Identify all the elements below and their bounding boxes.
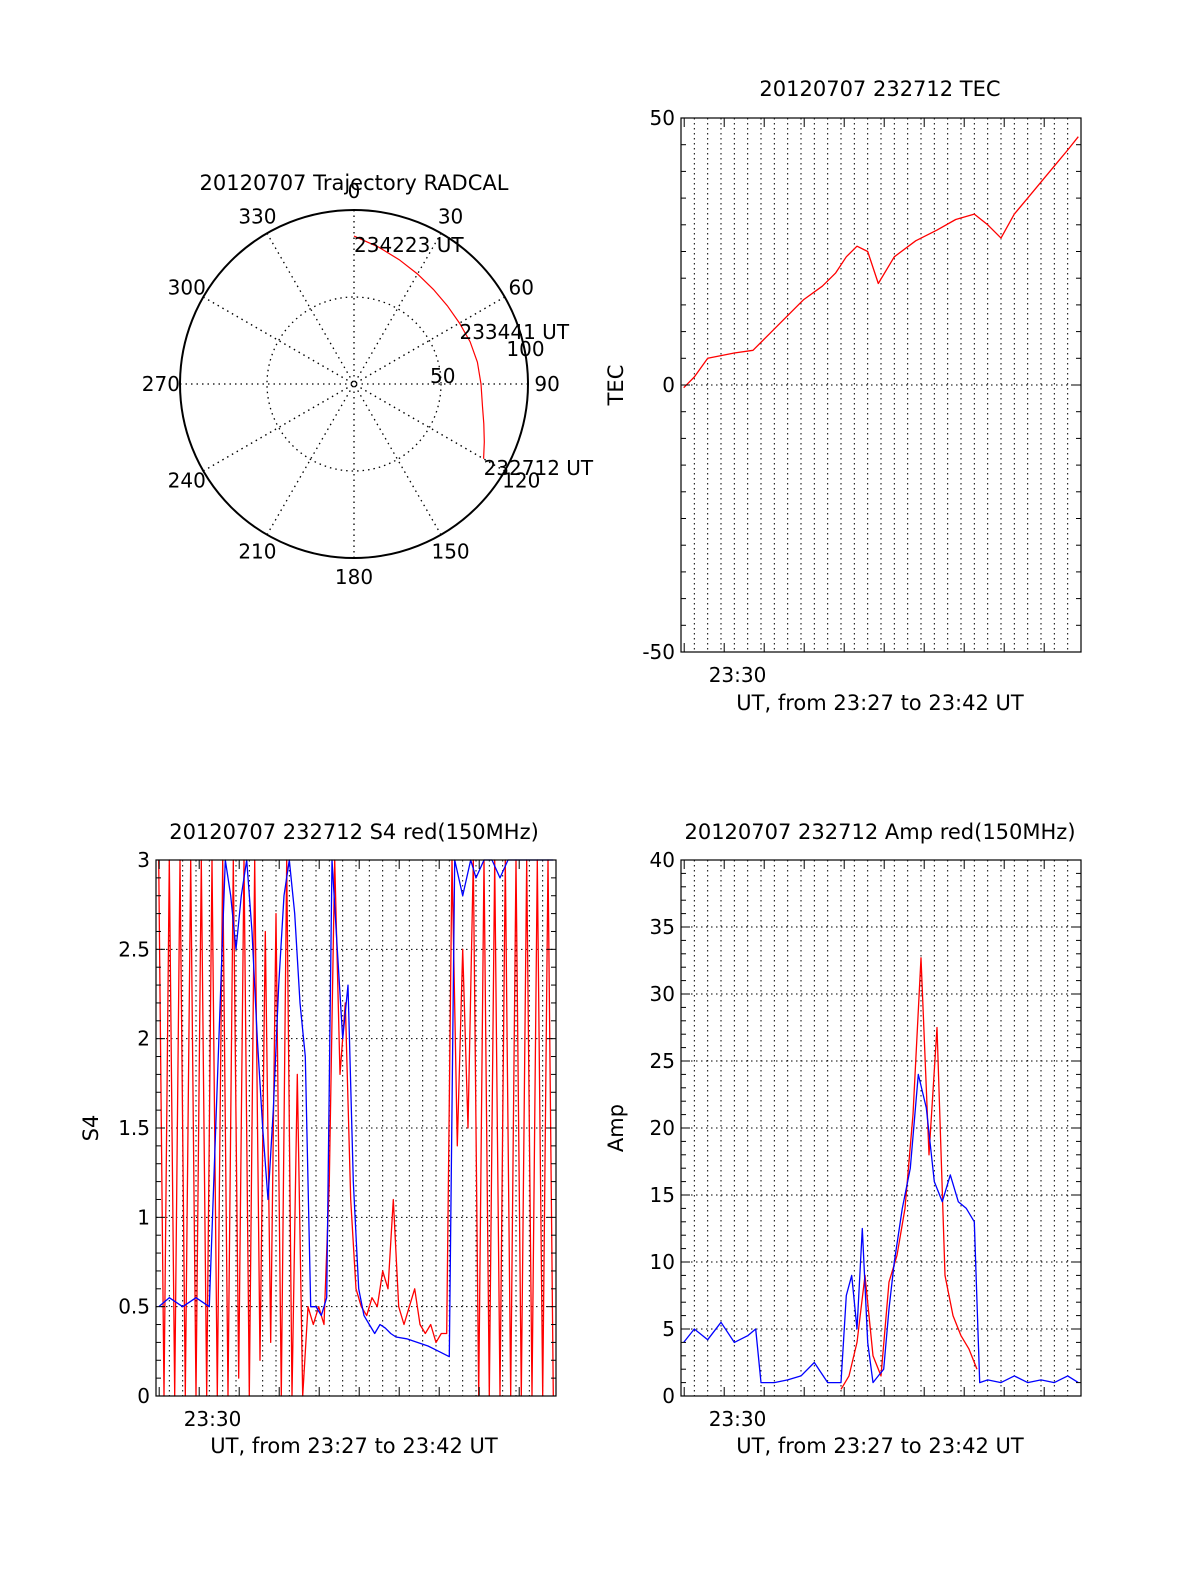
polar-azimuth-label: 180 xyxy=(335,565,373,589)
amp-x-axis-label: UT, from 23:27 to 23:42 UT xyxy=(736,1434,1024,1458)
s4-y-tick-label: 1.5 xyxy=(118,1116,150,1140)
polar-spoke-150 xyxy=(266,232,442,536)
s4-y-tick-label: 2 xyxy=(137,1027,150,1051)
polar-azimuth-label: 30 xyxy=(438,205,463,229)
polar-radial-label: 100 xyxy=(506,337,544,361)
tec-y-tick-label: -50 xyxy=(642,640,675,664)
amp-y-tick-label: 0 xyxy=(662,1384,675,1408)
amp-y-tick-label: 15 xyxy=(650,1183,675,1207)
s4-series-line-2 xyxy=(158,859,554,1358)
amp-series-line-2 xyxy=(683,1073,1079,1384)
polar-azimuth-label: 150 xyxy=(431,539,469,563)
s4-grid xyxy=(156,860,556,1396)
tec-title: 20120707 232712 TEC xyxy=(759,77,1000,101)
amp-y-tick-label: 35 xyxy=(650,915,675,939)
s4-y-tick-label: 2.5 xyxy=(118,937,150,961)
amp-series xyxy=(683,957,1079,1390)
amp-series-line-1 xyxy=(840,957,978,1390)
tec-x-tick-label: 23:30 xyxy=(709,663,767,687)
amp-title: 20120707 232712 Amp red(150MHz) xyxy=(684,820,1075,844)
polar-series-line xyxy=(353,235,485,459)
s4-y-axis-label: S4 xyxy=(79,1115,103,1142)
amp-y-tick-labels: 0 5 10 15 20 25 30 35 40 xyxy=(650,848,675,1408)
s4-x-tick-label: 23:30 xyxy=(184,1407,242,1431)
amp-tick-marks xyxy=(681,859,1081,1397)
amp-y-tick-label: 40 xyxy=(650,848,675,872)
tec-x-axis-label: UT, from 23:27 to 23:42 UT xyxy=(736,691,1024,715)
polar-azimuth-label: 210 xyxy=(238,539,276,563)
s4-title: 20120707 232712 S4 red(150MHz) xyxy=(169,820,539,844)
s4-y-tick-label: 0.5 xyxy=(118,1295,150,1319)
polar-azimuth-label: 300 xyxy=(168,275,206,299)
polar-azimuth-label: 240 xyxy=(168,469,206,493)
polar-trajectory xyxy=(353,235,485,459)
s4-y-tick-label: 0 xyxy=(137,1384,150,1408)
s4-panel: 20120707 232712 S4 red(150MHz) 0 0.5 1 1.5 2… xyxy=(79,820,557,1458)
s4-x-axis-label: UT, from 23:27 to 23:42 UT xyxy=(210,1434,498,1458)
amp-y-tick-label: 5 xyxy=(662,1317,675,1341)
amp-x-tick-labels: 23:30 xyxy=(709,1407,767,1431)
s4-tick-marks xyxy=(156,859,556,1397)
amp-panel: 20120707 232712 Amp red(150MHz) 0 5 10 15 20… xyxy=(604,820,1082,1458)
polar-annotation-label: 233441 UT xyxy=(459,320,569,344)
polar-annotation-label: 232712 UT xyxy=(484,456,594,480)
polar-azimuth-label: 90 xyxy=(534,372,559,396)
s4-y-tick-label: 1 xyxy=(137,1205,150,1229)
polar-outer-circle xyxy=(179,209,529,559)
tec-y-tick-label: 50 xyxy=(650,106,675,130)
trajectory-title: 20120707 Trajectory RADCAL xyxy=(200,171,509,195)
tec-y-tick-labels: -50 0 50 xyxy=(642,106,675,664)
s4-series-line-1 xyxy=(158,859,554,1397)
tec-y-tick-label: 0 xyxy=(662,373,675,397)
polar-azimuth-label: 330 xyxy=(238,205,276,229)
polar-azimuth-labels: 0 30 60 90 120 150 180 210 240 270 300 330 xyxy=(142,179,560,589)
amp-y-tick-label: 20 xyxy=(650,1116,675,1140)
polar-grid xyxy=(180,210,528,558)
s4-y-tick-label: 3 xyxy=(137,848,150,872)
polar-spoke-30 xyxy=(266,232,442,536)
tec-series xyxy=(683,136,1079,389)
s4-series xyxy=(158,859,554,1397)
trajectory-panel: 20120707 Trajectory RADCAL 0 30 60 90 120 150… xyxy=(142,171,594,589)
polar-radial-labels: 50 100 xyxy=(430,337,545,388)
s4-y-tick-labels: 0 0.5 1 1.5 2 2.5 3 xyxy=(118,848,150,1408)
amp-y-tick-label: 30 xyxy=(650,982,675,1006)
tec-grid xyxy=(681,118,1081,652)
polar-annotations: 234223 UT 233441 UT 232712 UT xyxy=(354,233,594,480)
amp-y-axis-label: Amp xyxy=(604,1104,628,1152)
polar-azimuth-label: 270 xyxy=(142,372,180,396)
polar-ring-50 xyxy=(266,296,442,472)
amp-x-tick-label: 23:30 xyxy=(709,1407,767,1431)
polar-azimuth-label: 120 xyxy=(502,469,540,493)
polar-azimuth-label: 60 xyxy=(509,275,534,299)
tec-tick-marks xyxy=(681,117,1081,653)
amp-grid xyxy=(681,860,1081,1396)
tec-y-axis-label: TEC xyxy=(604,365,628,407)
amp-y-tick-label: 10 xyxy=(650,1250,675,1274)
tec-panel: 20120707 232712 TEC -50 0 50 23:30 UT, fro… xyxy=(604,77,1082,715)
tec-x-tick-labels: 23:30 xyxy=(709,663,767,687)
polar-annotation-label: 234223 UT xyxy=(354,233,464,257)
s4-x-tick-labels: 23:30 xyxy=(184,1407,242,1431)
amp-y-tick-label: 25 xyxy=(650,1049,675,1073)
polar-radial-label: 50 xyxy=(430,364,455,388)
polar-azimuth-label: 0 xyxy=(348,179,361,203)
tec-series-line-1 xyxy=(683,136,1079,389)
